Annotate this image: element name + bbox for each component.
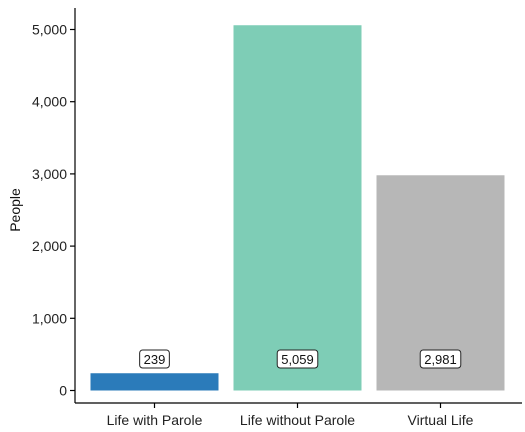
y-axis-title: People xyxy=(7,188,23,232)
y-tick-label: 3,000 xyxy=(32,166,67,182)
y-tick-label: 4,000 xyxy=(32,94,67,110)
data-label-box xyxy=(419,349,462,369)
y-tick-label: 1,000 xyxy=(32,310,67,326)
y-tick-label: 0 xyxy=(59,383,67,399)
x-tick-label: Life without Parole xyxy=(240,412,355,428)
data-labels: 239 5,059 2,981 xyxy=(139,349,462,369)
x-tick-label: Virtual Life xyxy=(408,412,474,428)
data-label: 5,059 xyxy=(276,349,319,369)
bar-life-with-parole xyxy=(90,373,219,391)
y-tick-label: 2,000 xyxy=(32,238,67,254)
data-label-text: 239 xyxy=(144,352,166,367)
data-label-text: 2,981 xyxy=(424,352,457,367)
data-label: 239 xyxy=(139,349,170,369)
y-tick-label: 5,000 xyxy=(32,22,67,38)
x-tick-label: Life with Parole xyxy=(107,412,203,428)
data-label: 2,981 xyxy=(419,349,462,369)
data-label-text: 5,059 xyxy=(281,352,314,367)
bars xyxy=(90,25,505,391)
data-label-box xyxy=(276,349,319,369)
data-label-box xyxy=(139,349,170,369)
x-axis-ticks: Life with Parole Life without Parole Virtu… xyxy=(107,403,474,428)
bar-life-without-parole xyxy=(233,25,362,391)
y-axis-ticks: 0 1,000 2,000 3,000 4,000 5,000 xyxy=(32,22,75,399)
